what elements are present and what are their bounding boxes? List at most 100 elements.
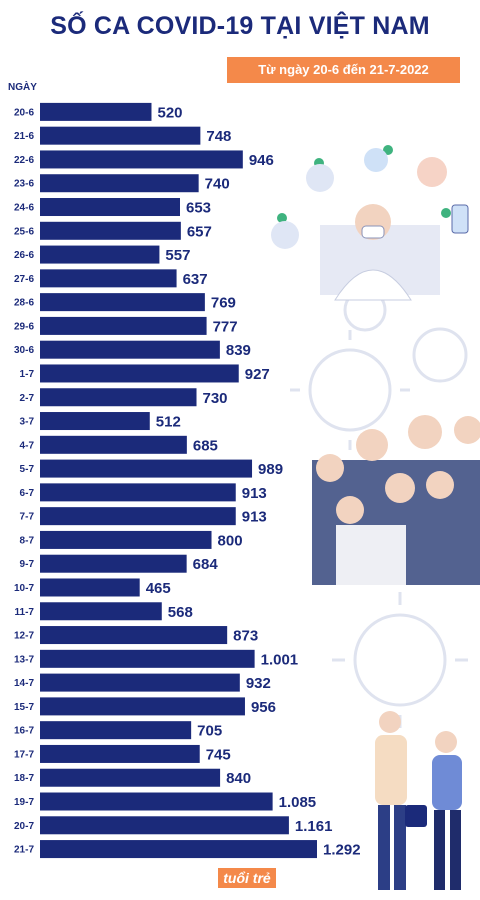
bar	[40, 221, 181, 240]
data-label: 657	[187, 223, 212, 240]
bar	[40, 412, 150, 431]
data-label: 465	[146, 580, 171, 597]
data-label: 684	[193, 556, 219, 573]
data-label: 740	[205, 176, 230, 193]
check-icon	[277, 213, 287, 223]
y-tick-label: 13-7	[14, 654, 34, 665]
bar	[40, 269, 177, 288]
data-label: 913	[242, 485, 267, 502]
chart-title: SỐ CA COVID-19 TẠI VIỆT NAM	[50, 12, 430, 40]
data-label: 748	[206, 128, 231, 145]
bar	[40, 840, 317, 859]
y-tick-label: 22-6	[14, 155, 34, 166]
data-label: 730	[203, 390, 228, 407]
data-label: 520	[157, 104, 182, 121]
y-tick-label: 3-7	[20, 417, 35, 428]
bar	[40, 578, 140, 597]
y-axis-unit-label: NGÀY	[8, 82, 37, 93]
y-tick-label: 25-6	[14, 226, 34, 237]
y-tick-label: 16-7	[14, 726, 34, 737]
y-tick-label: 21-7	[14, 845, 34, 856]
bar	[40, 483, 236, 502]
bar	[40, 697, 245, 716]
virus-spike-icon	[290, 330, 468, 728]
y-tick-label: 4-7	[20, 440, 35, 451]
bar	[40, 388, 197, 407]
y-tick-label: 14-7	[14, 678, 34, 689]
bar	[40, 744, 200, 763]
bar	[40, 626, 228, 645]
data-label: 873	[233, 628, 258, 645]
y-tick-label: 12-7	[14, 631, 34, 642]
bar	[40, 364, 239, 383]
y-tick-label: 20-7	[14, 821, 34, 832]
bar	[40, 673, 240, 692]
bar	[40, 554, 187, 573]
bar	[40, 649, 255, 668]
y-tick-label: 2-7	[20, 393, 35, 404]
data-label: 568	[168, 604, 193, 621]
data-label: 1.001	[261, 651, 299, 668]
bar	[40, 435, 187, 454]
doctor-mask	[361, 225, 385, 239]
data-label: 932	[246, 675, 271, 692]
data-label: 800	[218, 532, 243, 549]
bar	[40, 768, 221, 787]
crowd-illustration	[312, 415, 480, 585]
y-tick-label: 24-6	[14, 203, 34, 214]
y-tick-label: 17-7	[14, 749, 34, 760]
bar	[40, 245, 160, 264]
data-label: 1.292	[323, 842, 361, 859]
y-tick-label: 10-7	[14, 583, 34, 594]
y-tick-label: 18-7	[14, 773, 34, 784]
date-range-badge: Từ ngày 20-6 đến 21-7-2022	[227, 57, 460, 83]
y-tick-label: 21-6	[14, 131, 34, 142]
people-icon	[306, 164, 334, 192]
walking-people-illustration	[375, 711, 462, 890]
bar	[40, 816, 289, 835]
y-tick-label: 7-7	[20, 512, 35, 523]
data-label: 989	[258, 461, 283, 478]
data-label: 927	[245, 366, 270, 383]
bar	[40, 198, 181, 217]
bar	[40, 507, 236, 526]
couple-icon	[271, 221, 299, 249]
y-tick-label: 1-7	[20, 369, 35, 380]
y-tick-label: 29-6	[14, 321, 34, 332]
bar	[40, 530, 212, 549]
bar	[40, 721, 192, 740]
bar	[40, 293, 205, 312]
data-label: 913	[242, 509, 267, 526]
y-tick-label: 20-6	[14, 107, 34, 118]
y-tick-label: 5-7	[20, 464, 35, 475]
data-label: 685	[193, 437, 218, 454]
data-label: 839	[226, 342, 251, 359]
check-icon	[441, 208, 451, 218]
data-label: 705	[197, 723, 222, 740]
y-tick-label: 30-6	[14, 345, 34, 356]
bar	[40, 150, 243, 169]
bar	[40, 174, 199, 193]
check-icon	[383, 145, 393, 155]
bar	[40, 340, 220, 359]
y-tick-label: 23-6	[14, 179, 34, 190]
data-label: 956	[251, 699, 276, 716]
phone-icon	[451, 204, 469, 234]
y-tick-label: 27-6	[14, 274, 34, 285]
data-label: 637	[183, 271, 208, 288]
bar	[40, 459, 253, 478]
data-label: 653	[186, 200, 211, 217]
data-label: 1.085	[279, 794, 317, 811]
y-tick-label: 11-7	[15, 607, 35, 618]
tuoi-tre-logo: tuổi trẻ	[218, 868, 276, 888]
bar	[40, 126, 201, 145]
nurse-icon	[364, 148, 388, 172]
y-tick-label: 28-6	[14, 298, 34, 309]
bar	[40, 792, 273, 811]
data-label: 557	[165, 247, 190, 264]
bar	[40, 316, 207, 335]
y-tick-label: 19-7	[14, 797, 34, 808]
doctor-coat	[334, 269, 412, 301]
data-label: 777	[213, 318, 238, 335]
